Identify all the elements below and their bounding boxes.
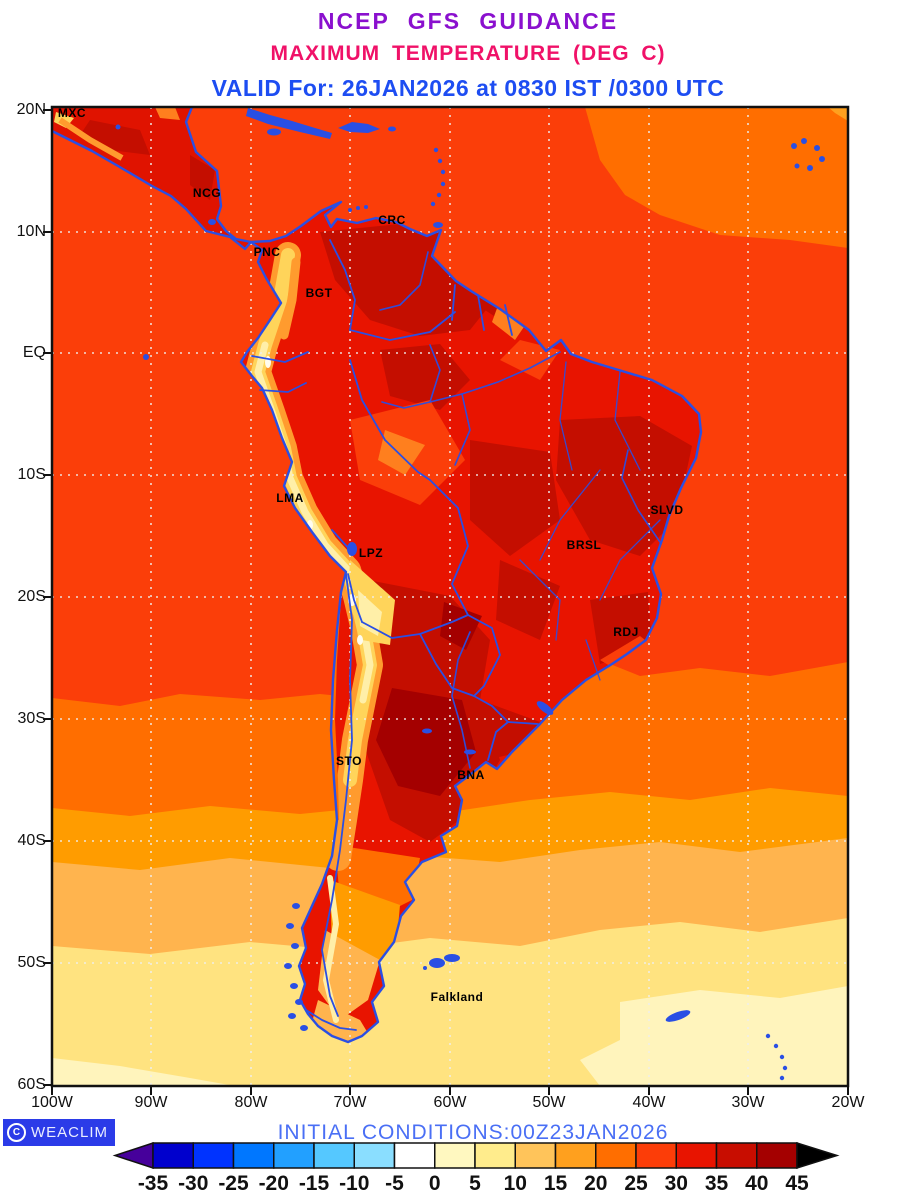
colorbar-segment xyxy=(313,1142,355,1169)
lat-tick-label: 40S xyxy=(17,832,46,849)
colorbar-segment xyxy=(434,1142,476,1169)
station-label: BGT xyxy=(305,286,333,300)
station-label: BRSL xyxy=(566,538,602,552)
lat-tick-label: 20N xyxy=(16,101,46,118)
colorbar-right-arrow xyxy=(796,1141,840,1170)
map-frame xyxy=(43,105,850,1095)
station-label: SLVD xyxy=(650,503,684,517)
lat-tick-label: 50S xyxy=(17,954,46,971)
page-subtitle: MAXIMUM TEMPERATURE (DEG C) xyxy=(270,42,666,65)
lon-tick-label: 80W xyxy=(234,1094,268,1111)
station-label: CRC xyxy=(378,213,406,227)
lon-tick-label: 100W xyxy=(31,1094,73,1111)
lon-tick-label: 90W xyxy=(134,1094,168,1111)
station-label: MXC xyxy=(57,106,87,120)
credit-text: WEACLIM xyxy=(31,1124,109,1141)
colorbar-segment xyxy=(715,1142,758,1169)
station-label: PNC xyxy=(253,245,281,259)
colorbar-segment xyxy=(192,1142,235,1169)
lon-tick-label: 30W xyxy=(731,1094,765,1111)
colorbar-tick-label: 45 xyxy=(785,1172,809,1195)
colorbar-segment xyxy=(514,1142,557,1169)
colorbar-tick-label: 25 xyxy=(624,1172,648,1195)
valid-time-line: VALID For: 26JAN2026 at 0830 IST /0300 U… xyxy=(211,75,725,101)
colorbar-tick-label: -25 xyxy=(218,1172,249,1195)
borders-layer xyxy=(52,107,825,1081)
grid-layer xyxy=(52,107,848,1086)
lat-tick-label: 20S xyxy=(17,588,46,605)
colorbar-tick-label: 20 xyxy=(584,1172,607,1195)
lat-tick-label: 60S xyxy=(17,1076,46,1093)
lon-tick-label: 20W xyxy=(831,1094,865,1111)
station-label: LMA xyxy=(276,491,304,505)
colorbar-tick-label: 10 xyxy=(504,1172,527,1195)
colorbar-segment xyxy=(353,1142,396,1169)
colorbar-tick-label: 5 xyxy=(469,1172,481,1195)
colorbar-tick-label: -5 xyxy=(385,1172,404,1195)
colorbar-segment xyxy=(232,1142,275,1169)
colorbar-segment xyxy=(273,1142,315,1169)
colorbar-segment xyxy=(756,1142,798,1169)
lon-tick-label: 50W xyxy=(532,1094,566,1111)
colorbar-tick-label: 40 xyxy=(745,1172,768,1195)
station-label: RDJ xyxy=(613,625,639,639)
colorbar-segment xyxy=(554,1142,597,1169)
colorbar-tick-label: 30 xyxy=(665,1172,688,1195)
lon-tick-label: 70W xyxy=(333,1094,367,1111)
colorbar-segment xyxy=(675,1142,718,1169)
lat-tick-label: 30S xyxy=(17,710,46,727)
lat-tick-label: 10N xyxy=(16,223,46,240)
colorbar-tick-label: -35 xyxy=(138,1172,169,1195)
station-label: Falkland xyxy=(430,990,484,1004)
lon-tick-label: 40W xyxy=(632,1094,666,1111)
colorbar-left-arrow xyxy=(112,1141,154,1170)
colorbar-tick-label: 35 xyxy=(705,1172,729,1195)
station-label: LPZ xyxy=(358,546,384,560)
colorbar-segment xyxy=(152,1142,194,1169)
colorbar-tick-label: -30 xyxy=(178,1172,208,1195)
station-label: NCG xyxy=(192,186,222,200)
initial-conditions-line: INITIAL CONDITIONS:00Z23JAN2026 xyxy=(277,1121,669,1144)
colorbar-segment xyxy=(393,1142,436,1169)
colorbar-tick-label: 0 xyxy=(429,1172,441,1195)
colorbar-tick-label: 15 xyxy=(544,1172,568,1195)
colorbar-tick-label: -20 xyxy=(259,1172,289,1195)
colorbar-tick-label: -15 xyxy=(299,1172,330,1195)
station-label: STO xyxy=(336,754,362,768)
page-title: NCEP GFS GUIDANCE xyxy=(317,8,619,34)
colorbar: -35 -30 -25 -20 -15 -10 -5 0 5 10 15 20 25 30 35 40 45 xyxy=(112,1141,840,1195)
colorbar-segment xyxy=(595,1142,637,1169)
lat-tick-label: EQ xyxy=(22,344,46,361)
colorbar-tick-label: -10 xyxy=(339,1172,369,1195)
lat-tick-label: 10S xyxy=(17,466,46,483)
colorbar-segment xyxy=(474,1142,516,1169)
station-label: BNA xyxy=(457,768,485,782)
lon-tick-label: 60W xyxy=(433,1094,467,1111)
weaclim-badge: C WEACLIM xyxy=(3,1119,115,1146)
copyright-icon: C xyxy=(7,1123,26,1142)
land-layer xyxy=(52,107,701,1042)
colorbar-segment xyxy=(635,1142,677,1169)
